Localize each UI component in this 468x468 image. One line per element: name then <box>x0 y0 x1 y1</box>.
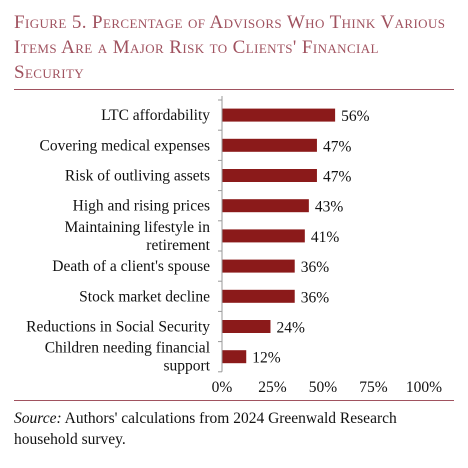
bar <box>222 169 317 182</box>
data-label: 47% <box>323 169 352 186</box>
data-label: 36% <box>301 259 330 276</box>
bar <box>222 229 305 243</box>
category-label: Risk of outliving assets <box>65 168 210 185</box>
bar <box>222 138 317 152</box>
category-label: Maintaining lifestyle in <box>64 219 210 236</box>
bar-chart: LTC affordability 56% Covering medical exp… <box>26 96 442 396</box>
data-label: 12% <box>252 350 280 367</box>
category-label: Death of a client's spouse <box>52 258 210 275</box>
figure-title: Figure 5. Percentage of Advisors Who Thi… <box>14 12 446 83</box>
x-tick-label: 50% <box>309 379 338 396</box>
x-tick-label: 100% <box>406 379 442 396</box>
data-label: 43% <box>315 199 344 216</box>
top-rule <box>14 89 454 90</box>
bar <box>222 289 295 303</box>
category-label: Stock market decline <box>79 288 210 305</box>
data-label: 41% <box>311 229 340 246</box>
data-label: 36% <box>301 289 330 306</box>
category-label: Reductions in Social Security <box>26 319 210 336</box>
source-label: Source: <box>14 410 62 427</box>
category-label: retirement <box>146 237 210 254</box>
category-label: High and rising prices <box>73 198 210 215</box>
bar <box>222 108 336 122</box>
bar <box>222 320 271 333</box>
data-label: 47% <box>323 138 352 155</box>
data-label: 24% <box>276 320 305 337</box>
category-label: LTC affordability <box>101 107 210 124</box>
bottom-rule <box>14 400 454 401</box>
category-label: support <box>164 358 211 375</box>
data-label: 56% <box>341 108 370 125</box>
source-note: Source: Authors' calculations from 2024 … <box>14 408 454 450</box>
bar <box>222 350 247 364</box>
bar <box>222 259 295 273</box>
category-label: Covering medical expenses <box>40 137 210 154</box>
category-label: Children needing financial <box>45 340 210 357</box>
source-text: Authors' calculations from 2024 Greenwal… <box>14 410 397 448</box>
x-tick-label: 0% <box>212 379 233 396</box>
bar <box>222 199 309 213</box>
x-tick-label: 25% <box>258 379 287 396</box>
x-tick-label: 75% <box>359 379 388 396</box>
